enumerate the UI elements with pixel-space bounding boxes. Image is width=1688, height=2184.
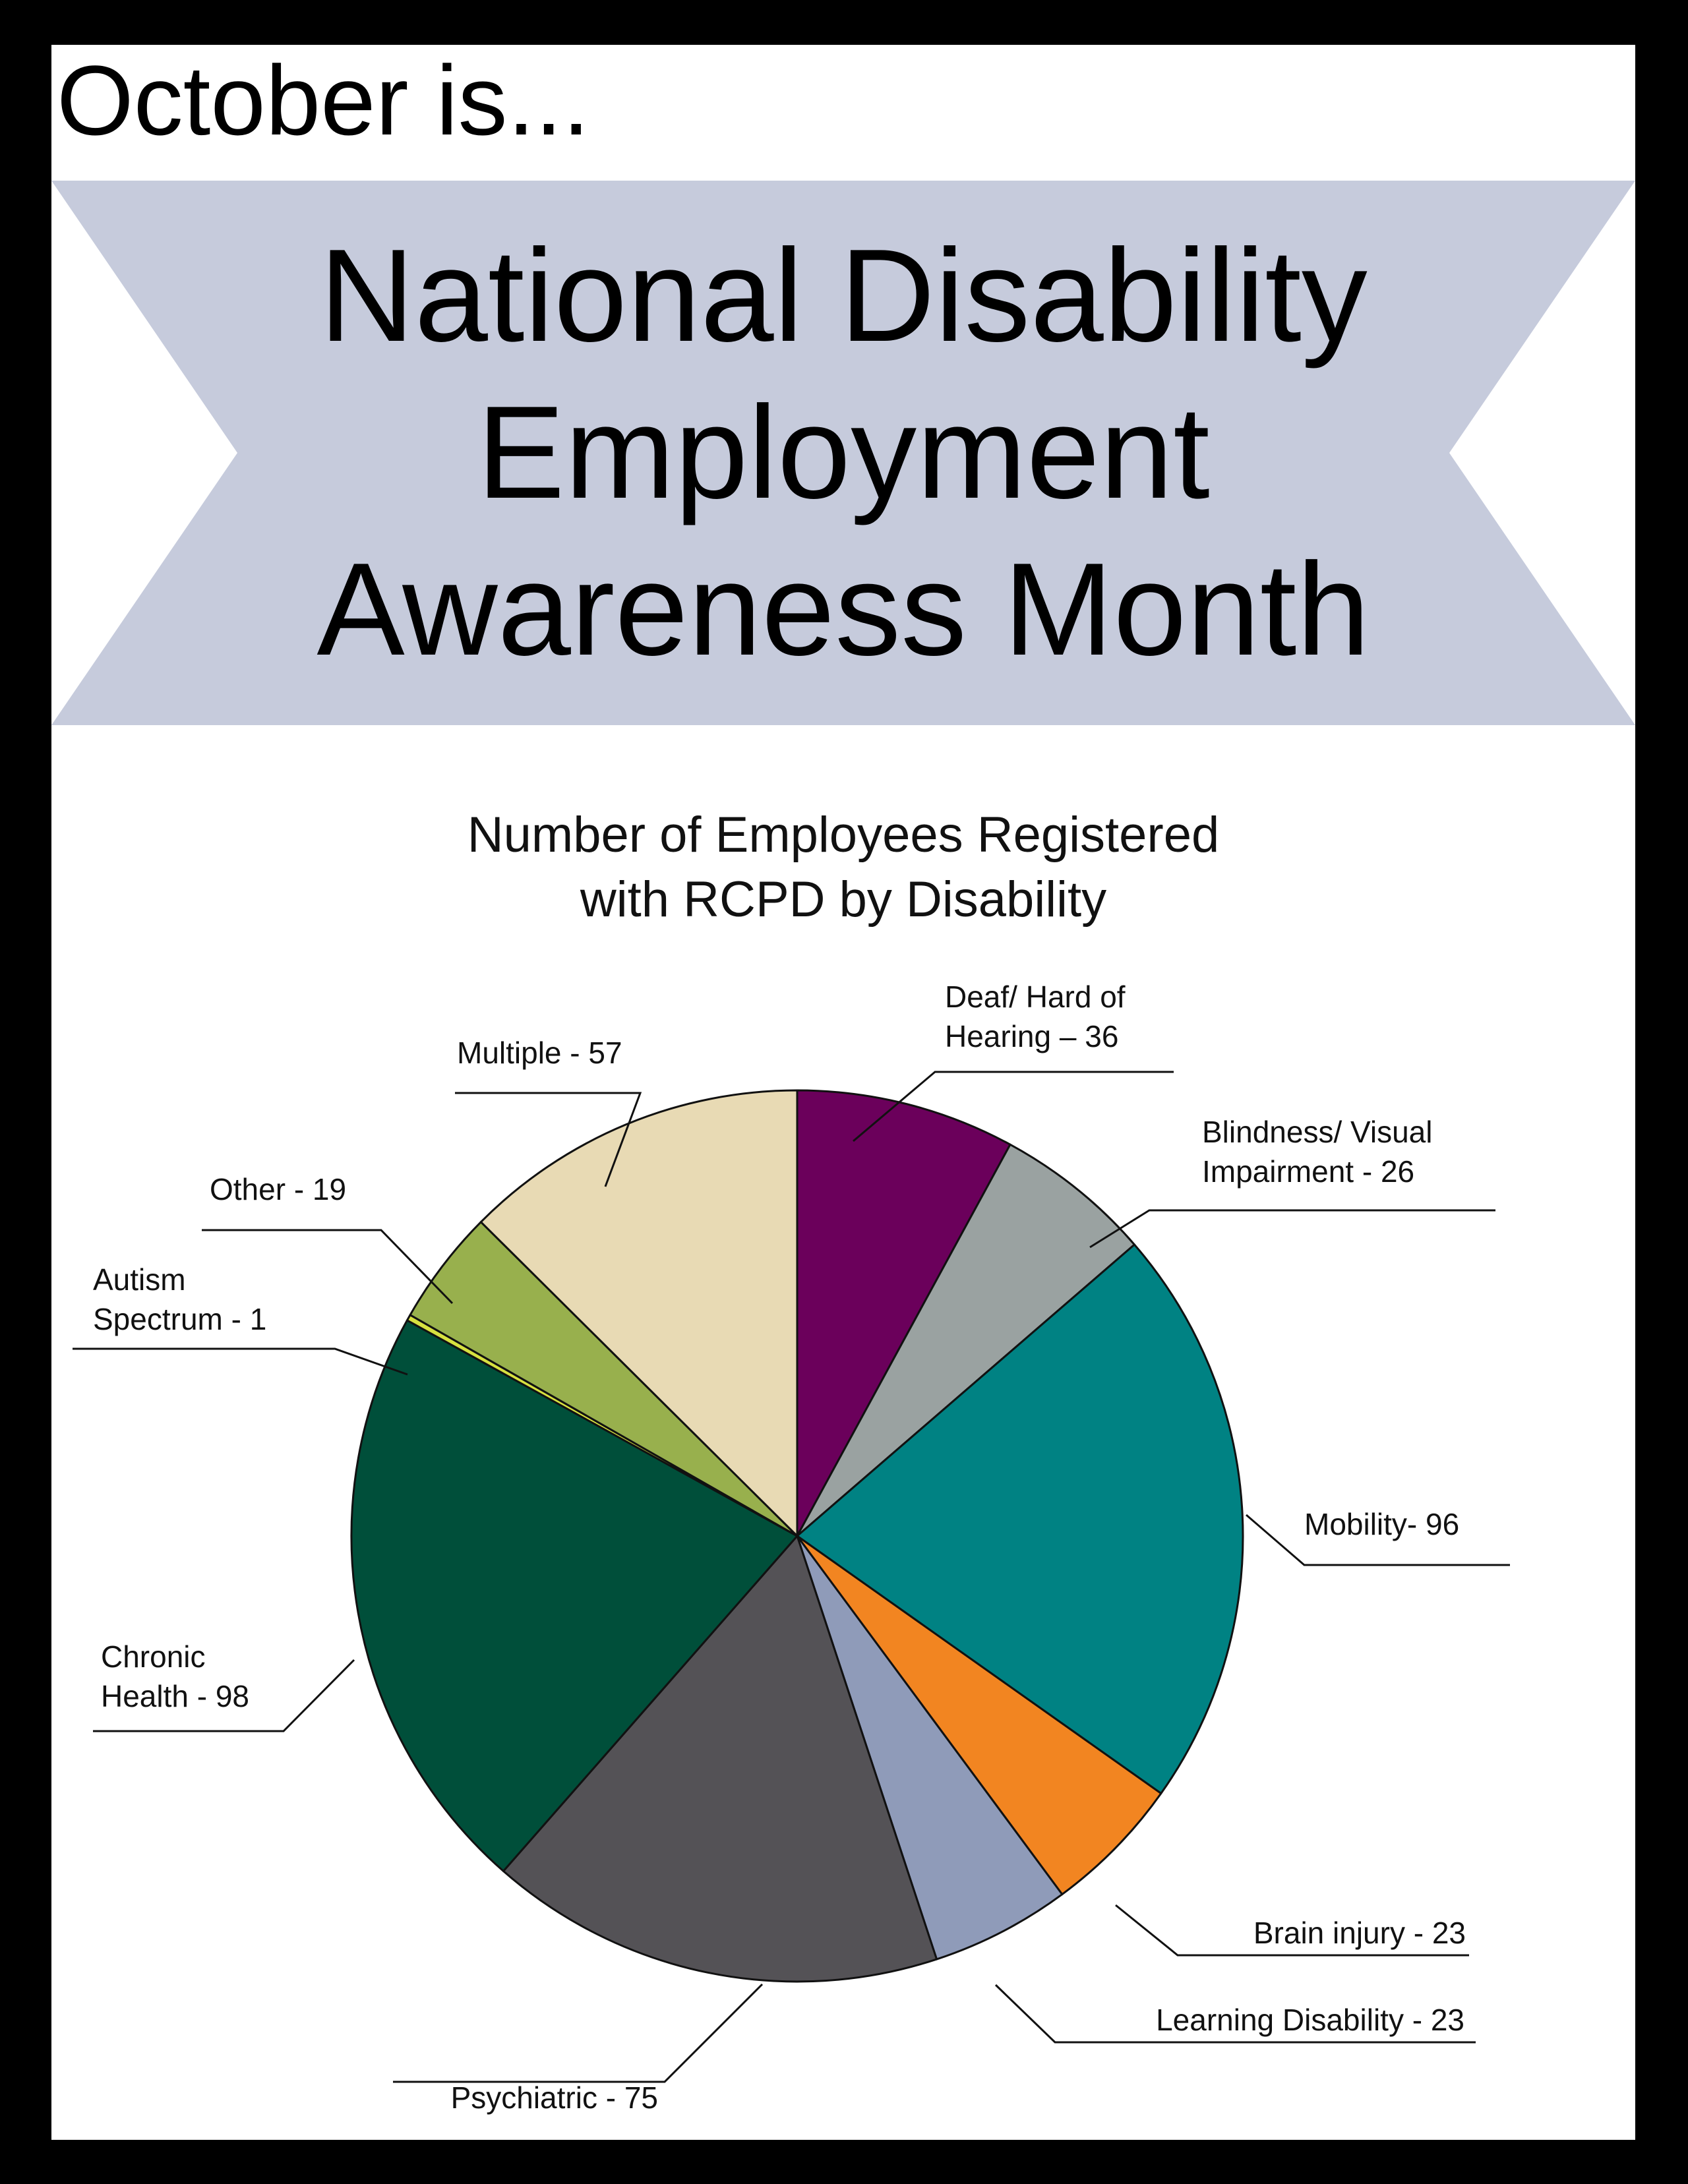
- leader-line-8: [73, 1347, 408, 1376]
- slice-label-10: Multiple - 57: [457, 1036, 622, 1070]
- pie-slice-other: [409, 1221, 799, 1537]
- leader-line-5: [994, 1984, 1476, 2044]
- pie-slice-mobility: [796, 1243, 1244, 1794]
- pie-slice-multiple: [479, 1089, 799, 1537]
- slice-label-8: Autism Spectrum - 1: [93, 1262, 266, 1336]
- leader-line-7: [93, 1659, 355, 1732]
- poster: October is... National Disability Employ…: [51, 45, 1635, 2140]
- chart-title-line-1: Number of Employees Registered: [467, 807, 1220, 863]
- banner-title-line-2: Employment: [477, 379, 1210, 526]
- pie-chart: Deaf/ Hard of Hearing – 36 Blindness/ Visu…: [73, 980, 1510, 2115]
- slice-label-4: Brain injury - 23: [1253, 1916, 1466, 1950]
- label-leader-lines: [73, 1071, 1510, 2083]
- pie-slice-blindness-visual-impairment: [796, 1143, 1135, 1537]
- pie-slice-deaf-hard-of-hearing: [796, 1089, 1011, 1537]
- pie-slices: [350, 1089, 1244, 1983]
- slice-label-1: Deaf/ Hard of Hearing – 36: [945, 980, 1126, 1053]
- slice-label-5: Learning Disability - 23: [1156, 2003, 1464, 2037]
- chart-title: Number of Employees Registered with RCPD…: [51, 803, 1635, 932]
- slice-label-7: Chronic Health - 98: [101, 1639, 249, 1713]
- eyebrow-heading: October is...: [57, 45, 590, 156]
- leader-line-10: [455, 1092, 642, 1187]
- slice-label-3: Mobility- 96: [1304, 1507, 1459, 1541]
- slice-labels: Deaf/ Hard of Hearing – 36 Blindness/ Visu…: [93, 980, 1466, 2115]
- pie-slice-learning-disability: [796, 1535, 1064, 1961]
- leader-line-6: [393, 1983, 764, 2083]
- slice-label-2: Blindness/ Visual Impairment - 26: [1202, 1115, 1432, 1189]
- banner-title-line-1: National Disability: [319, 222, 1368, 369]
- pie-slice-brain-injury: [796, 1535, 1162, 1896]
- slice-label-6: Psychiatric - 75: [451, 2081, 658, 2115]
- chart-title-line-2: with RCPD by Disability: [580, 871, 1107, 928]
- pie-slice-chronic-health: [350, 1319, 799, 1872]
- banner-title-line-3: Awareness Month: [316, 536, 1370, 683]
- banner-title: National Disability Employment Awareness…: [51, 181, 1635, 725]
- pie-slice-psychiatric: [502, 1535, 938, 1983]
- leader-line-9: [202, 1229, 454, 1305]
- leader-line-3: [1246, 1514, 1510, 1566]
- leader-line-2: [1089, 1209, 1495, 1249]
- leader-line-1: [853, 1071, 1174, 1142]
- banner-ribbon-shape: [51, 181, 1635, 725]
- slice-label-9: Other - 19: [210, 1172, 346, 1206]
- leader-line-4: [1115, 1904, 1469, 1957]
- title-banner: National Disability Employment Awareness…: [51, 181, 1635, 725]
